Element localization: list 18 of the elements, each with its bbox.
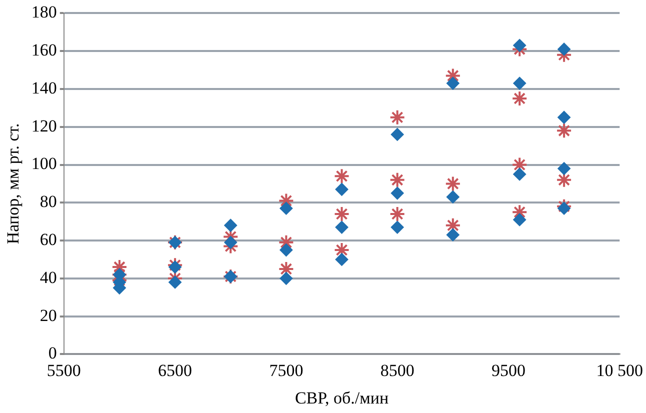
x-tick-label: 8500	[380, 360, 414, 380]
x-axis-title: СВР, об./мин	[294, 388, 389, 408]
x-tick-label: 7500	[269, 360, 304, 380]
y-tick-label: 140	[31, 78, 57, 98]
y-tick-label: 60	[40, 230, 57, 249]
x-tick-label: 9500	[491, 360, 526, 380]
y-tick-label: 180	[31, 2, 57, 22]
x-tick-label: 10 500	[596, 360, 643, 380]
y-tick-label: 120	[31, 116, 57, 136]
x-tick-label: 5500	[46, 360, 81, 380]
y-tick-label: 80	[40, 192, 57, 212]
y-tick-label: 20	[40, 306, 57, 325]
y-tick-label: 160	[31, 40, 57, 60]
y-tick-label: 40	[40, 268, 57, 287]
y-tick-label: 0	[48, 344, 57, 363]
y-tick-label: 100	[31, 154, 57, 174]
x-tick-label: 6500	[158, 360, 192, 380]
y-axis-title: Напор, мм рт. ст.	[4, 123, 23, 244]
